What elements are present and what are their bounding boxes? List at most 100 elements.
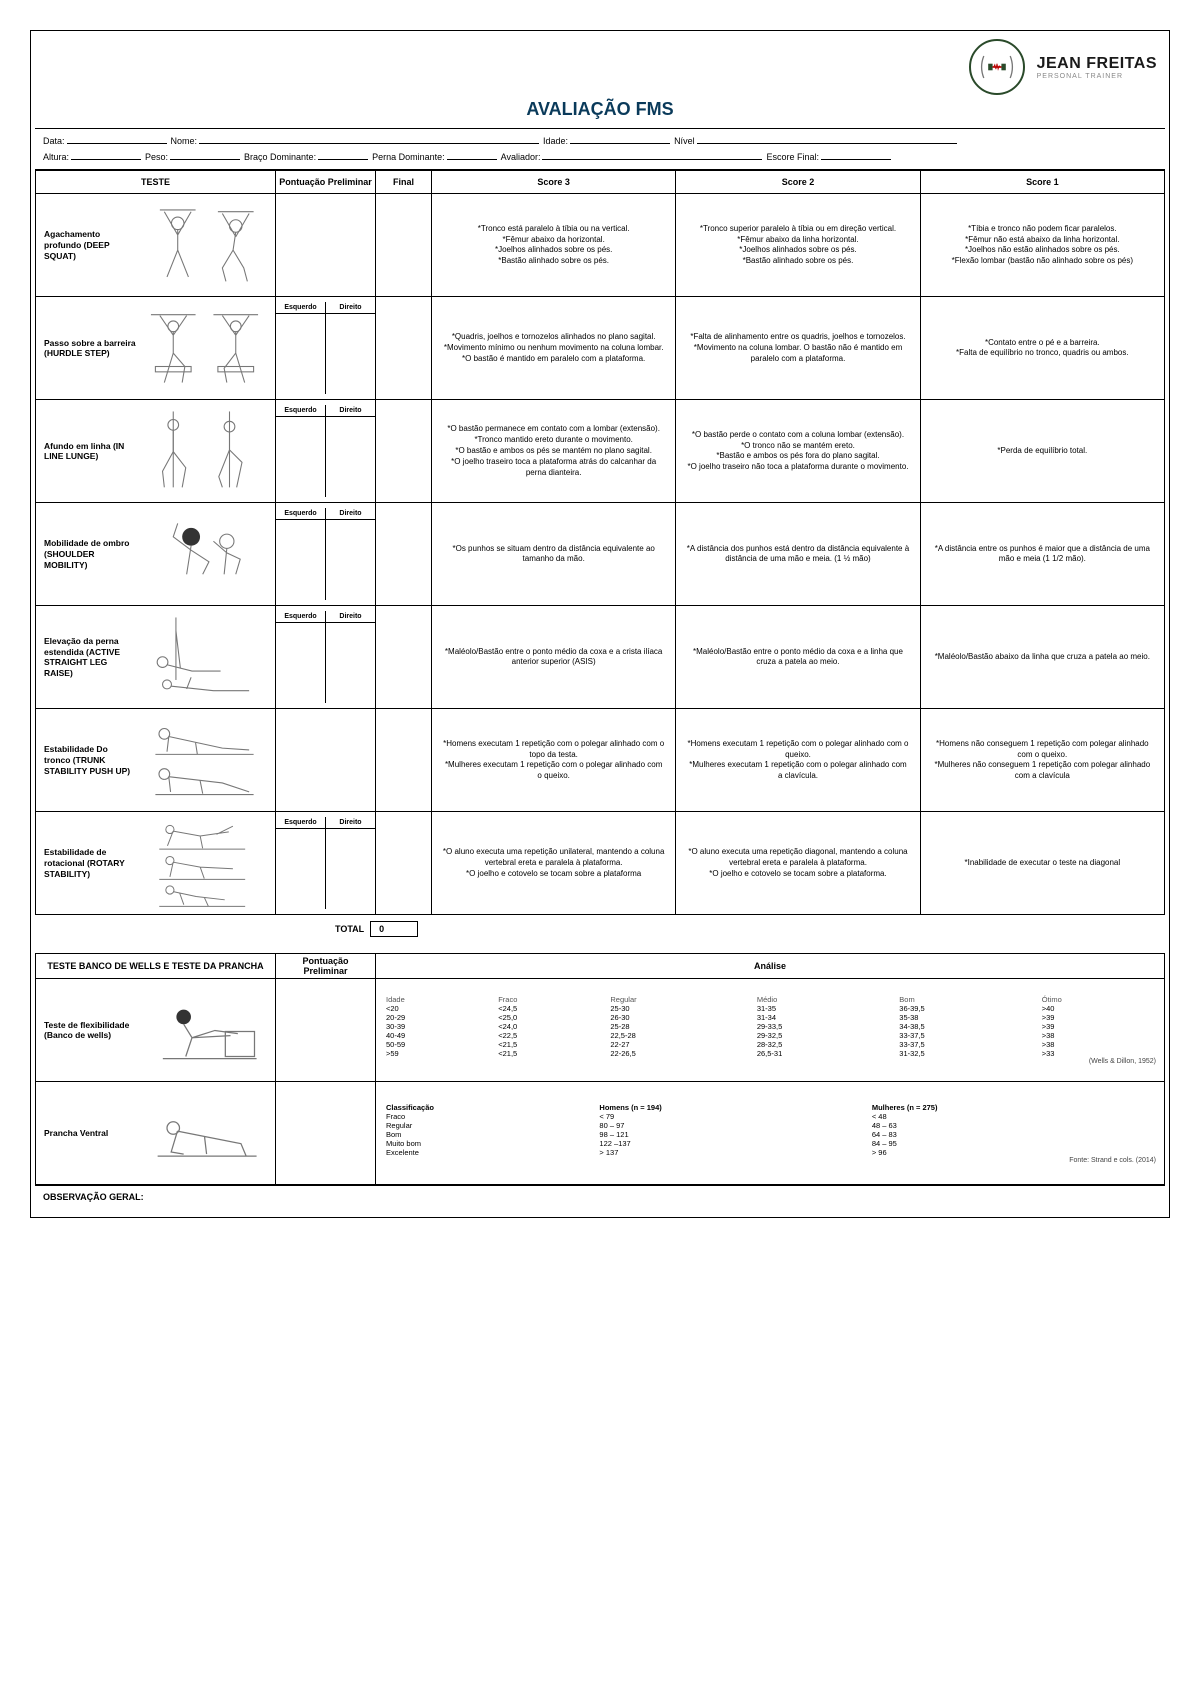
- test-row: Estabilidade de rotacional (ROTARY STABI…: [36, 812, 1165, 915]
- score-s2: *A distância dos punhos está dentro da d…: [676, 503, 920, 606]
- pp-single-input[interactable]: [276, 195, 375, 295]
- score-s3: *Quadris, joelhos e tornozelos alinhados…: [432, 297, 676, 400]
- pp-esq-input[interactable]: [276, 829, 326, 909]
- test-name: Elevação da perna estendida (ACTIVE STRA…: [44, 636, 136, 679]
- field-nivel[interactable]: Nível: [674, 133, 957, 149]
- total-row: TOTAL 0: [335, 915, 1165, 943]
- score-s3: *Homens executam 1 repetição com o poleg…: [432, 709, 676, 812]
- final-input[interactable]: [376, 709, 432, 812]
- final-input[interactable]: [376, 400, 432, 503]
- field-braco[interactable]: Braço Dominante:: [244, 149, 368, 165]
- test-row: Agachamento profundo (DEEP SQUAT) *Tronc…: [36, 194, 1165, 297]
- pp-esq-input[interactable]: [276, 417, 326, 497]
- page-container: JEAN FREITAS PERSONAL TRAINER AVALIAÇÃO …: [30, 30, 1170, 1218]
- field-perna[interactable]: Perna Dominante:: [372, 149, 497, 165]
- observation-label[interactable]: OBSERVAÇÃO GERAL:: [35, 1185, 1165, 1213]
- pp-dir-input[interactable]: [326, 829, 375, 909]
- field-peso[interactable]: Peso:: [145, 149, 240, 165]
- test-image: [142, 406, 267, 496]
- field-avaliador[interactable]: Avaliador:: [501, 149, 763, 165]
- field-escore[interactable]: Escore Final:: [766, 149, 891, 165]
- pp-esq-head: Esquerdo: [276, 302, 326, 314]
- score-s3: *Os punhos se situam dentro da distância…: [432, 503, 676, 606]
- field-data[interactable]: Data:: [43, 133, 167, 149]
- field-idade[interactable]: Idade:: [543, 133, 670, 149]
- pp-esq-head: Esquerdo: [276, 817, 326, 829]
- fms-table: TESTE Pontuação Preliminar Final Score 3…: [35, 170, 1165, 915]
- test-name: Afundo em linha (IN LINE LUNGE): [44, 441, 136, 462]
- score-s2: *O aluno executa uma repetição diagonal,…: [676, 812, 920, 915]
- pp-esq-head: Esquerdo: [276, 405, 326, 417]
- flex-test-image: [142, 985, 267, 1075]
- th-s3: Score 3: [432, 171, 676, 194]
- score-s1: *Homens não conseguem 1 repetição com po…: [920, 709, 1164, 812]
- info-bar: Data: Nome: Idade: Nível Altura: Peso: B…: [35, 128, 1165, 170]
- pp-dir-head: Direito: [326, 817, 375, 829]
- brand-name: JEAN FREITAS: [1037, 55, 1157, 73]
- header: JEAN FREITAS PERSONAL TRAINER: [35, 35, 1165, 95]
- th-final: Final: [376, 171, 432, 194]
- pp-cell[interactable]: Esquerdo Direito: [276, 606, 376, 709]
- test-row: Afundo em linha (IN LINE LUNGE) Esquerdo…: [36, 400, 1165, 503]
- pp-esq-head: Esquerdo: [276, 508, 326, 520]
- page-title: AVALIAÇÃO FMS: [35, 95, 1165, 128]
- final-input[interactable]: [376, 297, 432, 400]
- plank-test-name: Prancha Ventral: [44, 1128, 136, 1139]
- pp-cell[interactable]: Esquerdo Direito: [276, 503, 376, 606]
- pp-dir-input[interactable]: [326, 417, 375, 497]
- secondary-table: TESTE BANCO DE WELLS E TESTE DA PRANCHA …: [35, 953, 1165, 1185]
- th-teste: TESTE: [36, 171, 276, 194]
- pp-dir-input[interactable]: [326, 314, 375, 394]
- th-sec-pp: Pontuação Preliminar: [276, 954, 376, 979]
- flex-pp-input[interactable]: [276, 979, 376, 1082]
- brand: JEAN FREITAS PERSONAL TRAINER: [1037, 55, 1157, 80]
- pp-dir-head: Direito: [326, 405, 375, 417]
- field-altura[interactable]: Altura:: [43, 149, 141, 165]
- pp-single-input[interactable]: [276, 710, 375, 810]
- final-input[interactable]: [376, 503, 432, 606]
- pp-cell[interactable]: [276, 194, 376, 297]
- score-s2: *O bastão perde o contato com a coluna l…: [676, 400, 920, 503]
- test-row: Passo sobre a barreira (HURDLE STEP) Esq…: [36, 297, 1165, 400]
- final-input[interactable]: [376, 194, 432, 297]
- pp-esq-input[interactable]: [276, 314, 326, 394]
- total-value: 0: [370, 921, 418, 937]
- flex-test-name: Teste de flexibilidade (Banco de wells): [44, 1020, 136, 1041]
- plank-pp-input[interactable]: [276, 1082, 376, 1185]
- pp-dir-input[interactable]: [326, 623, 375, 703]
- score-s3: *Maléolo/Bastão entre o ponto médio da c…: [432, 606, 676, 709]
- pp-dir-input[interactable]: [326, 520, 375, 600]
- th-s1: Score 1: [920, 171, 1164, 194]
- test-image: [142, 818, 267, 908]
- score-s2: *Falta de alinhamento entre os quadris, …: [676, 297, 920, 400]
- test-image: [142, 303, 267, 393]
- th-s2: Score 2: [676, 171, 920, 194]
- score-s1: *Maléolo/Bastão abaixo da linha que cruz…: [920, 606, 1164, 709]
- pp-esq-input[interactable]: [276, 623, 326, 703]
- test-row: Elevação da perna estendida (ACTIVE STRA…: [36, 606, 1165, 709]
- pp-cell[interactable]: Esquerdo Direito: [276, 297, 376, 400]
- test-image: [142, 715, 267, 805]
- test-image: [142, 200, 267, 290]
- plank-test-image: [142, 1088, 267, 1178]
- score-s2: *Tronco superior paralelo à tíbia ou em …: [676, 194, 920, 297]
- test-row: Estabilidade Do tronco (TRUNK STABILITY …: [36, 709, 1165, 812]
- test-name: Agachamento profundo (DEEP SQUAT): [44, 229, 136, 261]
- pp-cell[interactable]: Esquerdo Direito: [276, 812, 376, 915]
- test-name: Mobilidade de ombro (SHOULDER MOBILITY): [44, 538, 136, 570]
- pp-dir-head: Direito: [326, 508, 375, 520]
- test-image: [142, 612, 267, 702]
- final-input[interactable]: [376, 812, 432, 915]
- pp-cell[interactable]: [276, 709, 376, 812]
- final-input[interactable]: [376, 606, 432, 709]
- test-name: Estabilidade de rotacional (ROTARY STABI…: [44, 847, 136, 879]
- brand-sub: PERSONAL TRAINER: [1037, 73, 1157, 80]
- plank-analysis: ClassificaçãoHomens (n = 194)Mulheres (n…: [380, 1099, 1160, 1168]
- pp-esq-input[interactable]: [276, 520, 326, 600]
- test-name: Estabilidade Do tronco (TRUNK STABILITY …: [44, 744, 136, 776]
- field-nome[interactable]: Nome:: [171, 133, 540, 149]
- pp-dir-head: Direito: [326, 611, 375, 623]
- pp-cell[interactable]: Esquerdo Direito: [276, 400, 376, 503]
- score-s3: *Tronco está paralelo à tíbia ou na vert…: [432, 194, 676, 297]
- test-image: [142, 509, 267, 599]
